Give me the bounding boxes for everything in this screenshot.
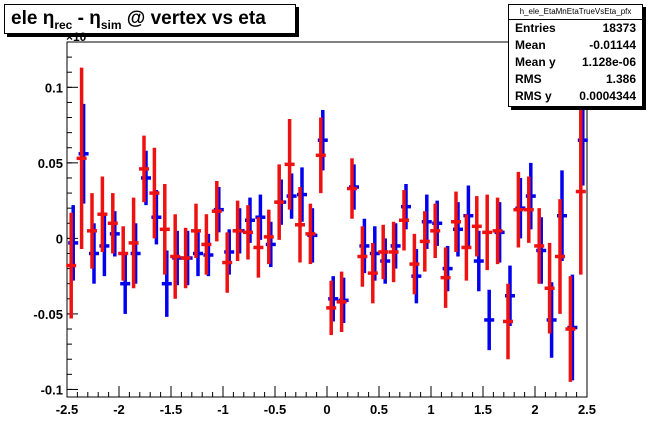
stats-row-rms-y: RMS y 0.0004344 (509, 88, 642, 105)
stats-label: RMS y (515, 89, 552, 103)
y-tick-label: 0.05 (38, 156, 63, 171)
x-tick-label: 2 (531, 402, 538, 417)
stats-row-mean-y: Mean y 1.128e-06 (509, 54, 642, 71)
x-tick-label: -2.5 (56, 402, 78, 417)
stats-row-entries: Entries 18373 (509, 20, 642, 37)
stats-box: h_ele_EtaMnEtaTrueVsEta_pfx Entries 1837… (508, 4, 643, 107)
y-tick-label: 0.1 (45, 80, 63, 95)
title-suffix: @ vertex vs eta (121, 8, 266, 29)
x-tick-label: 2.5 (578, 402, 596, 417)
x-tick-label: -1 (217, 402, 229, 417)
stats-value: -0.01144 (589, 38, 636, 52)
title-prefix: ele η (11, 8, 55, 29)
title-sub-sim: sim (100, 17, 122, 32)
stats-value: 18373 (602, 21, 636, 35)
title-mid: - η (72, 8, 101, 29)
x-tick-label: -1.5 (160, 402, 182, 417)
stats-row-rms: RMS 1.386 (509, 71, 642, 88)
x-tick-label: -0.5 (264, 402, 286, 417)
x-tick-label: 1.5 (474, 402, 492, 417)
plot-title: ele ηrec - ηsim @ vertex vs eta (4, 4, 296, 34)
error-bars (66, 67, 588, 382)
x-tick-label: 0.5 (370, 402, 388, 417)
x-tick-label: -2 (113, 402, 125, 417)
y-tick-label: -0.1 (41, 382, 63, 397)
stats-histogram-name: h_ele_EtaMnEtaTrueVsEta_pfx (509, 5, 642, 20)
axis-ticks: -2.5 -2 -1.5 -1 -0.5 0 0.5 1 1.5 2 2.5 -0.1 -0.05 0 0.… (33, 41, 596, 417)
stats-value: 1.386 (605, 72, 636, 86)
stats-label: Mean (515, 38, 546, 52)
title-sub-rec: rec (54, 17, 73, 32)
stats-label: Entries (515, 21, 556, 35)
x-tick-label: 0 (323, 402, 330, 417)
y-tick-label: -0.05 (33, 307, 63, 322)
stats-row-mean: Mean -0.01144 (509, 37, 642, 54)
stats-value: 1.128e-06 (581, 55, 636, 69)
series-1 (68, 94, 588, 381)
stats-value: 0.0004344 (579, 89, 636, 103)
y-tick-label: 0 (56, 231, 63, 246)
x-tick-label: 1 (427, 402, 434, 417)
y-exponent-label: ×10 (66, 30, 87, 44)
stats-label: RMS (515, 72, 542, 86)
series-2 (66, 67, 586, 382)
stats-label: Mean y (515, 55, 556, 69)
